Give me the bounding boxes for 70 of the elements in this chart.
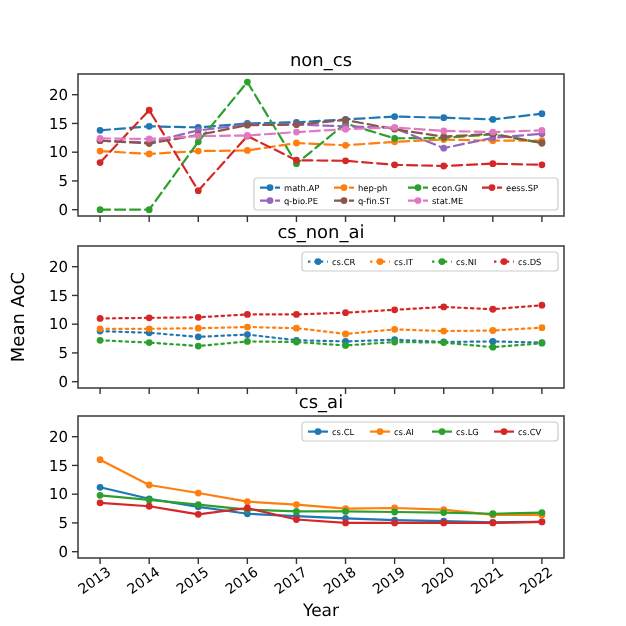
- point: [96, 315, 104, 322]
- point: [489, 305, 497, 313]
- point: [145, 339, 153, 346]
- point: [538, 324, 546, 332]
- point: [96, 206, 104, 214]
- point: [391, 113, 399, 120]
- point: [243, 498, 251, 506]
- point: [342, 519, 349, 527]
- point: [96, 491, 104, 499]
- y-axis-title: Mean AoC: [10, 271, 30, 363]
- point: [440, 327, 448, 335]
- point: [391, 161, 399, 169]
- point: [293, 311, 300, 318]
- point: [145, 502, 153, 510]
- point: [194, 313, 202, 321]
- point: [194, 342, 202, 350]
- point: [194, 147, 202, 155]
- point: [96, 159, 104, 166]
- chart-title: cs_non_ai: [277, 224, 365, 244]
- point: [293, 501, 300, 508]
- chart-title: cs_ai: [298, 394, 344, 414]
- point: [489, 116, 497, 123]
- point: [243, 78, 251, 86]
- point: [243, 311, 251, 318]
- point: [440, 303, 448, 311]
- point: [194, 489, 202, 497]
- point: [293, 324, 300, 332]
- point: [538, 301, 546, 309]
- point: [489, 327, 497, 334]
- point: [243, 338, 251, 345]
- point: [96, 147, 104, 155]
- point: [440, 162, 448, 170]
- point: [243, 323, 251, 331]
- point: [194, 187, 202, 195]
- point: [440, 144, 448, 152]
- point: [96, 483, 104, 491]
- point: [243, 147, 251, 154]
- point: [194, 138, 202, 146]
- point: [538, 110, 546, 118]
- point: [489, 338, 497, 345]
- point: [96, 456, 104, 464]
- point: [489, 343, 497, 351]
- point: [342, 330, 349, 338]
- point: [342, 157, 349, 165]
- point: [194, 333, 202, 341]
- point: [489, 160, 497, 168]
- point: [293, 139, 300, 147]
- point: [293, 128, 300, 136]
- point: [96, 126, 104, 134]
- point: [96, 336, 104, 344]
- point: [342, 141, 349, 149]
- x-axis-title: Year: [301, 602, 340, 622]
- point: [145, 150, 153, 158]
- point: [538, 161, 546, 169]
- chart-title: non_cs: [289, 52, 353, 72]
- point: [293, 508, 300, 515]
- point: [194, 510, 202, 518]
- point: [145, 314, 153, 322]
- point: [145, 122, 153, 130]
- point: [440, 114, 448, 122]
- point: [391, 306, 399, 314]
- point: [145, 481, 153, 489]
- point: [145, 206, 153, 214]
- point: [243, 331, 251, 338]
- point: [194, 324, 202, 332]
- point: [96, 499, 104, 507]
- point: [391, 325, 399, 333]
- point: [145, 106, 153, 114]
- point: [440, 127, 448, 135]
- point: [342, 309, 349, 317]
